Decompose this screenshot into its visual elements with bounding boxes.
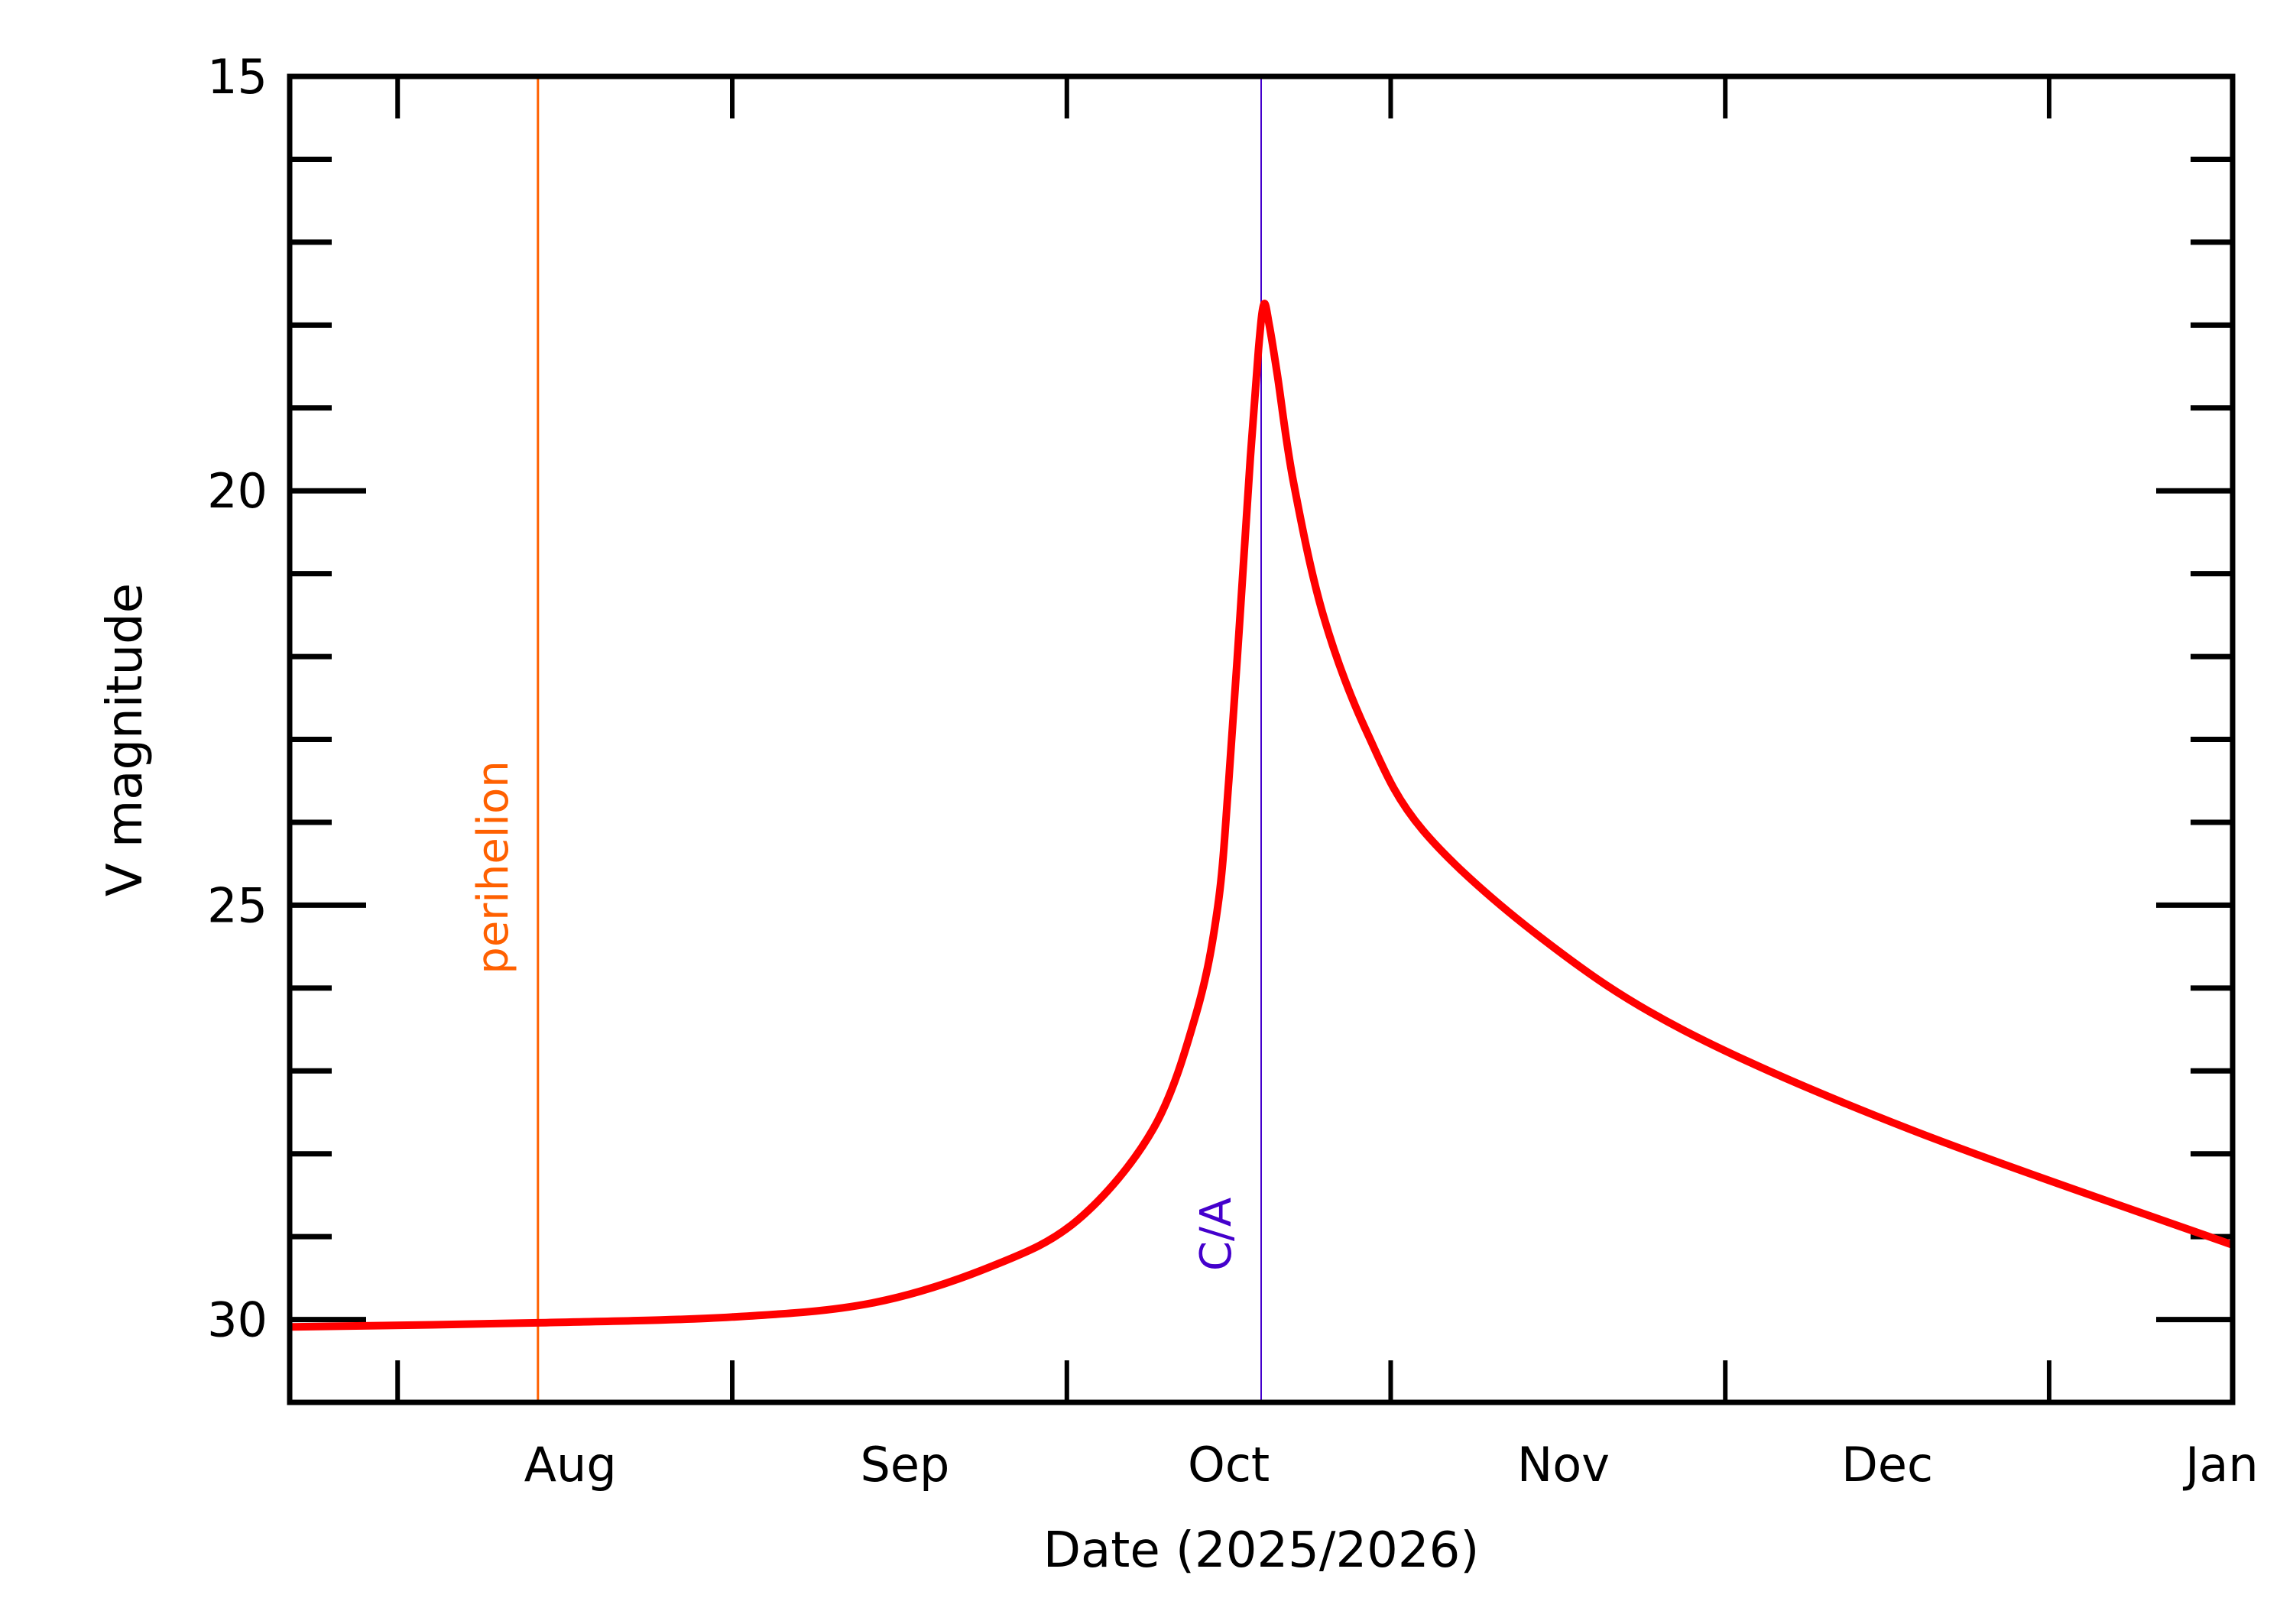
y-tick-label: 20 [207,463,268,519]
x-tick-label: Dec [1841,1437,1933,1493]
x-tick-label: Oct [1188,1437,1270,1493]
x-tick-label: Nov [1517,1437,1610,1493]
annotation-label: perihelion [469,760,518,974]
x-axis-title: Date (2025/2026) [1043,1522,1480,1579]
annotation-label: C/A [1192,1198,1241,1271]
annotations: perihelion C/A [469,76,1262,1402]
y-tick-label: 15 [207,49,268,105]
x-tick-label: Aug [524,1437,617,1493]
series-line [289,300,2234,1331]
x-tick-label: Jan [2182,1437,2259,1493]
x-tick-labels: Aug Sep Oct Nov Dec Jan [524,1437,2259,1493]
y-axis-title: V magnitude [97,583,154,896]
y-tick-labels: 15 20 25 30 [207,49,268,1348]
y-tick-label: 30 [207,1292,268,1348]
plot-frame [287,73,2236,1405]
x-tick-label: Sep [861,1437,950,1493]
y-tick-label: 25 [207,877,268,933]
axis-ticks [290,73,2233,1405]
